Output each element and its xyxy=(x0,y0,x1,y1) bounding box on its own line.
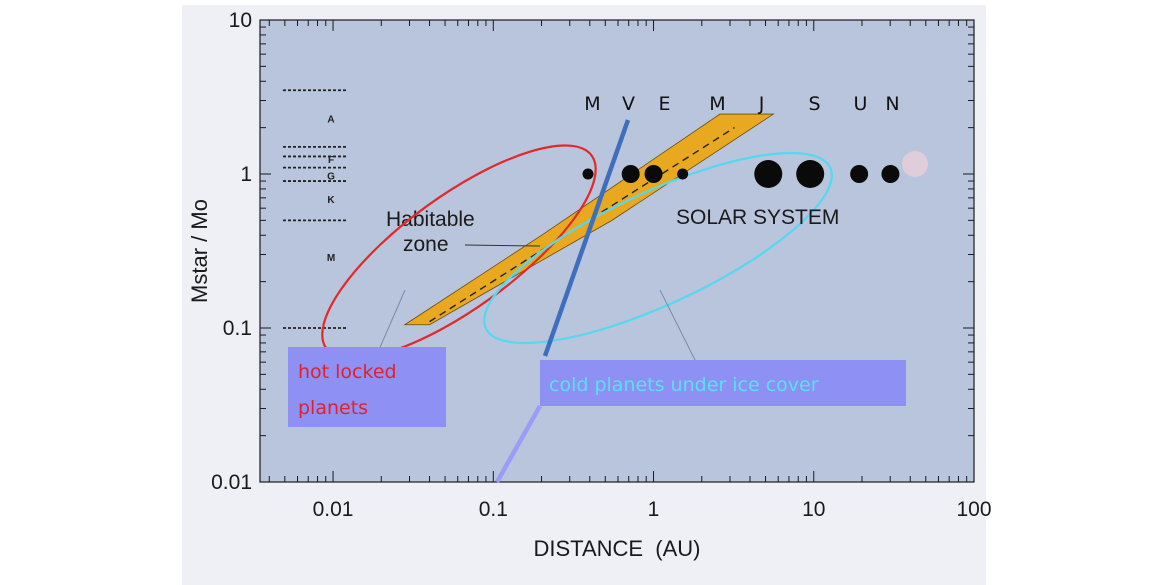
divider-lower xyxy=(495,404,542,484)
solar-system-planets xyxy=(582,160,900,188)
planet-label: S xyxy=(808,93,821,115)
habitable-zone-pointer xyxy=(464,244,541,247)
y-tick-label: 10 xyxy=(229,9,252,32)
planet-marker xyxy=(644,165,663,183)
planet-label: M xyxy=(709,93,726,115)
planet-label: V xyxy=(622,93,636,115)
stellar-class-label: F xyxy=(328,155,334,166)
cold-pointer-line xyxy=(659,289,701,371)
planet-marker xyxy=(850,165,869,183)
stellar-class-labels: A FG K M xyxy=(327,114,336,263)
x-axis-title: DISTANCE (AU) xyxy=(533,536,700,561)
planet-marker xyxy=(582,168,594,180)
y-axis-title: Mstar / Mo xyxy=(187,199,212,303)
planet-marker xyxy=(881,165,900,183)
solar-system-label: SOLAR SYSTEM xyxy=(676,206,839,229)
cold-planets-ellipse xyxy=(483,151,833,345)
planet-marker xyxy=(796,160,825,188)
y-tick-label: 1 xyxy=(240,163,252,186)
stellar-class-label: K xyxy=(327,195,335,206)
habitable-zone-label-line1: Habitable xyxy=(386,208,475,231)
stellar-class-boundaries xyxy=(283,89,346,329)
y-tick-label: 0.01 xyxy=(211,471,252,494)
planet-label: U xyxy=(854,93,869,115)
y-ticks: 0.01 0.1 1 10 xyxy=(211,9,974,494)
faint-planet-marker xyxy=(902,151,928,177)
stellar-class-label: G xyxy=(327,171,335,182)
cold-planets-box xyxy=(540,360,906,406)
hot-pointer-line xyxy=(377,289,406,353)
stellar-class-label: A xyxy=(327,114,334,125)
hot-locked-box xyxy=(288,347,446,427)
planet-marker xyxy=(621,165,640,183)
planet-marker xyxy=(754,160,783,188)
x-tick-label: 100 xyxy=(956,498,991,521)
x-tick-label: 10 xyxy=(802,498,825,521)
hot-locked-label-line2: planets xyxy=(298,397,368,419)
stellar-class-label: M xyxy=(327,253,335,264)
hot-locked-label-line1: hot locked xyxy=(298,361,397,383)
divider-upper xyxy=(542,119,631,357)
planet-marker xyxy=(677,168,689,180)
planet-label: E xyxy=(658,93,671,115)
habitable-zone-label-line2: zone xyxy=(403,233,449,256)
x-ticks: 0.01 0.1 1 10 100 xyxy=(268,20,992,521)
planet-label: N xyxy=(885,93,900,115)
x-tick-label: 1 xyxy=(648,498,660,521)
x-tick-label: 0.01 xyxy=(313,498,354,521)
cold-planets-label: cold planets under ice cover xyxy=(549,374,819,396)
x-tick-label: 0.1 xyxy=(479,498,508,521)
planet-label: J xyxy=(758,93,766,115)
planet-label: M xyxy=(584,93,601,115)
y-tick-label: 0.1 xyxy=(223,317,252,340)
